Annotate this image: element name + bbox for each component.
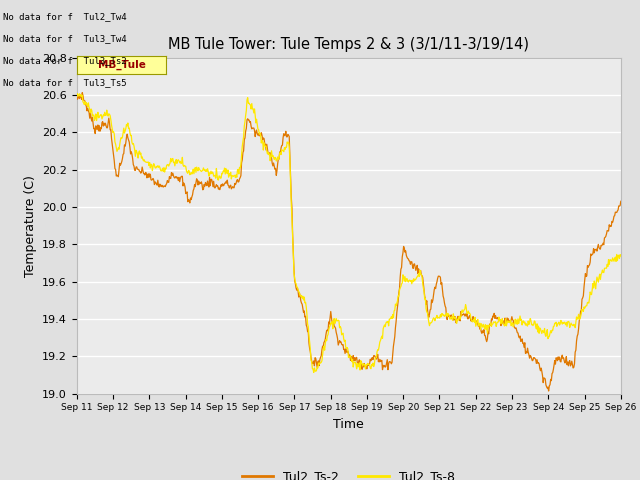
Text: No data for f  Tul3_Ts2: No data for f Tul3_Ts2: [3, 56, 127, 65]
Y-axis label: Temperature (C): Temperature (C): [24, 175, 36, 276]
X-axis label: Time: Time: [333, 418, 364, 431]
Text: No data for f  Tul3_Tw4: No data for f Tul3_Tw4: [3, 34, 127, 43]
Legend: Tul2_Ts-2, Tul2_Ts-8: Tul2_Ts-2, Tul2_Ts-8: [237, 465, 460, 480]
Text: MB_Tule: MB_Tule: [98, 60, 145, 71]
Text: No data for f  Tul3_Ts5: No data for f Tul3_Ts5: [3, 78, 127, 87]
Title: MB Tule Tower: Tule Temps 2 & 3 (3/1/11-3/19/14): MB Tule Tower: Tule Temps 2 & 3 (3/1/11-…: [168, 37, 529, 52]
Text: No data for f  Tul2_Tw4: No data for f Tul2_Tw4: [3, 12, 127, 21]
